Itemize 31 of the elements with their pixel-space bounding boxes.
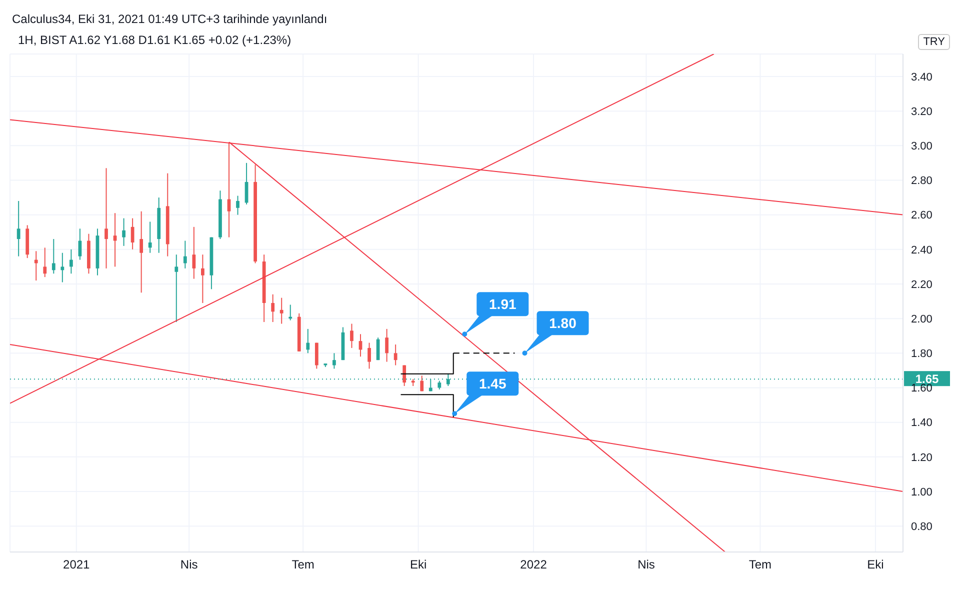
callout-bubble: 1.80 — [524, 311, 589, 354]
text: Calculus34, Eki 31, 2021 01:49 UTC+3 tarihinde yayınlandı — [11, 11, 328, 28]
y-tick-label: 2.20 — [911, 278, 932, 291]
x-tick-label: Nis — [180, 558, 198, 572]
x-tick-label: Eki — [410, 558, 427, 572]
y-tick-label: 1.40 — [911, 417, 932, 430]
x-tick-label: 2022 — [520, 558, 548, 572]
x-tick-label: 2021 — [63, 558, 90, 572]
y-tick-label: 1.80 — [911, 348, 932, 360]
y-tick-label: 2.80 — [911, 175, 932, 188]
y-tick-label: 2.00 — [911, 313, 932, 326]
annotation: 1.80 — [549, 315, 577, 332]
y-tick-label: 3.20 — [911, 106, 932, 118]
y-tick-label: 2.60 — [911, 210, 932, 222]
y-tick-label: 3.00 — [911, 140, 932, 153]
callout-bubble: 1.45 — [454, 372, 519, 414]
x-tick-label: Tem — [748, 558, 772, 572]
y-tick-label: 0.80 — [911, 520, 932, 533]
y-tick-label: 2.40 — [911, 244, 932, 256]
x-tick-label: Eki — [867, 558, 884, 572]
annotation: 1.91 — [489, 296, 516, 312]
y-tick-label: 1.00 — [911, 486, 932, 498]
x-tick-label: Nis — [638, 558, 655, 572]
callout-bubble: 1.91 — [464, 292, 529, 334]
y-tick-label: 1.20 — [911, 452, 932, 464]
chart-title: 1H, BIST A1.62 Y1.68 D1.61 K1.65 +0.02 (+1.23%) — [18, 33, 292, 47]
annotation: 1.45 — [478, 376, 506, 392]
currency-badge: TRY — [918, 34, 950, 50]
y-tick-label: 3.40 — [911, 71, 932, 84]
x-tick-label: Tem — [292, 558, 314, 572]
y-tick-label: 1.60 — [911, 382, 932, 395]
